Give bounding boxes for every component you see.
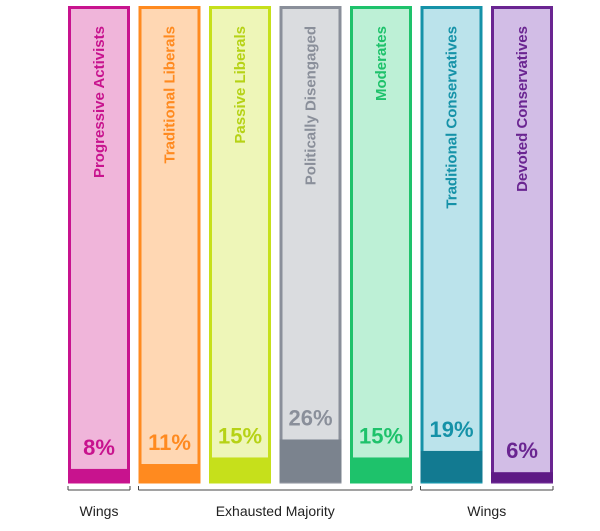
segment-name-devoted-conservatives: Devoted Conservatives (514, 26, 531, 192)
segment-name-passive-liberals: Passive Liberals (232, 26, 249, 144)
column-traditional-conservatives (420, 6, 483, 484)
value-label-traditional-conservatives: 19% (429, 417, 473, 442)
value-label-traditional-liberals: 11% (148, 430, 191, 455)
column-progressive-activists (68, 6, 130, 484)
value-label-progressive-activists: 8% (83, 435, 115, 460)
bar-passive-liberals (209, 457, 271, 482)
column-politically-disengaged (279, 6, 342, 484)
segment-name-traditional-liberals: Traditional Liberals (162, 26, 179, 164)
segment-name-politically-disengaged: Politically Disengaged (303, 26, 320, 185)
column-traditional-liberals (138, 6, 201, 484)
bar-moderates (350, 457, 412, 482)
bar-traditional-liberals (138, 464, 201, 482)
bar-traditional-conservatives (420, 450, 483, 482)
value-label-politically-disengaged: 26% (288, 405, 332, 430)
group-label-exhausted-majority-1: Exhausted Majority (216, 503, 335, 519)
group-label-wings-2: Wings (467, 503, 506, 519)
value-label-devoted-conservatives: 6% (506, 438, 538, 463)
bar-progressive-activists (68, 468, 130, 482)
bar-devoted-conservatives (491, 472, 553, 482)
segment-name-traditional-conservatives: Traditional Conservatives (444, 26, 461, 209)
value-label-passive-liberals: 15% (218, 423, 262, 448)
value-label-moderates: 15% (359, 423, 403, 448)
segment-name-progressive-activists: Progressive Activists (91, 26, 108, 178)
group-label-wings-0: Wings (80, 503, 119, 519)
bar-politically-disengaged (279, 439, 342, 482)
segment-name-moderates: Moderates (373, 26, 390, 101)
